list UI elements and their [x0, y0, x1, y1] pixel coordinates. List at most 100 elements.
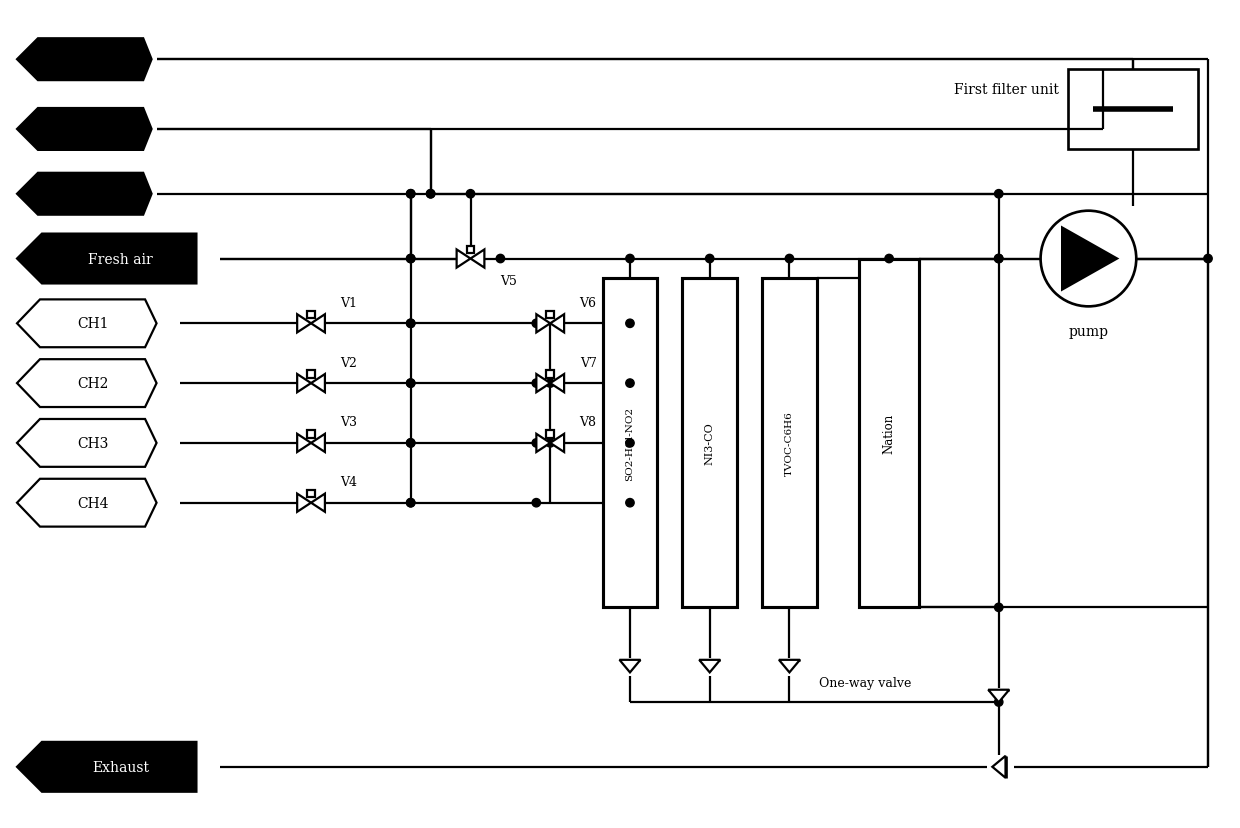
Circle shape	[546, 379, 554, 388]
Polygon shape	[311, 374, 325, 392]
Circle shape	[532, 439, 541, 448]
Circle shape	[407, 190, 415, 199]
Circle shape	[626, 320, 634, 328]
Circle shape	[407, 439, 415, 448]
Polygon shape	[298, 374, 311, 392]
Circle shape	[407, 255, 415, 263]
Polygon shape	[17, 174, 151, 215]
Circle shape	[466, 190, 475, 199]
Polygon shape	[551, 315, 564, 333]
Bar	[547, 371, 554, 378]
Circle shape	[1040, 211, 1136, 307]
Bar	[859, 259, 919, 608]
Polygon shape	[551, 374, 564, 392]
Circle shape	[407, 320, 415, 328]
Text: One-way valve: One-way valve	[820, 676, 911, 689]
Polygon shape	[456, 250, 470, 268]
Polygon shape	[537, 315, 551, 333]
Polygon shape	[17, 479, 156, 527]
Bar	[547, 431, 554, 438]
Polygon shape	[620, 660, 640, 672]
Polygon shape	[17, 359, 156, 407]
Polygon shape	[298, 315, 311, 333]
Text: V7: V7	[579, 356, 596, 369]
Polygon shape	[17, 742, 196, 792]
Circle shape	[407, 499, 415, 508]
Circle shape	[532, 379, 541, 388]
Text: V1: V1	[341, 296, 357, 310]
Polygon shape	[699, 660, 720, 672]
Bar	[682, 279, 737, 608]
Circle shape	[427, 190, 435, 199]
Text: Exhaust: Exhaust	[92, 760, 149, 774]
Text: CH1: CH1	[77, 317, 108, 331]
Polygon shape	[470, 250, 485, 268]
Text: V2: V2	[341, 356, 357, 369]
Bar	[547, 311, 554, 319]
Bar	[1069, 70, 1198, 150]
Polygon shape	[988, 690, 1009, 702]
Bar	[308, 371, 315, 378]
Circle shape	[407, 499, 415, 508]
Polygon shape	[311, 315, 325, 333]
Polygon shape	[1063, 229, 1117, 291]
Polygon shape	[17, 234, 196, 284]
Circle shape	[532, 320, 541, 328]
Text: CH3: CH3	[77, 436, 108, 450]
Bar	[308, 490, 315, 498]
Polygon shape	[17, 109, 151, 151]
Bar	[308, 431, 315, 438]
Circle shape	[626, 439, 634, 448]
Polygon shape	[537, 435, 551, 452]
Text: TVOC-C6H6: TVOC-C6H6	[785, 411, 794, 476]
Text: V3: V3	[341, 416, 357, 429]
Text: CH4: CH4	[77, 496, 108, 510]
Text: NI3-CO: NI3-CO	[704, 422, 714, 465]
Text: V8: V8	[579, 416, 596, 429]
Circle shape	[626, 499, 634, 508]
Polygon shape	[311, 435, 325, 452]
Text: +: +	[1068, 243, 1079, 256]
Polygon shape	[779, 660, 800, 672]
Text: First filter unit: First filter unit	[954, 83, 1059, 97]
Polygon shape	[537, 374, 551, 392]
Circle shape	[706, 255, 714, 263]
Circle shape	[427, 190, 435, 199]
Circle shape	[496, 255, 505, 263]
Text: V5: V5	[500, 275, 517, 287]
Polygon shape	[311, 494, 325, 513]
Text: V6: V6	[579, 296, 596, 310]
Bar	[466, 247, 474, 254]
Circle shape	[407, 320, 415, 328]
Circle shape	[532, 499, 541, 508]
Circle shape	[626, 379, 634, 388]
Circle shape	[994, 255, 1003, 263]
Text: SO2-HCl-NO2: SO2-HCl-NO2	[625, 407, 635, 480]
Bar	[763, 279, 817, 608]
Circle shape	[885, 255, 893, 263]
Polygon shape	[551, 435, 564, 452]
Circle shape	[626, 255, 634, 263]
Polygon shape	[17, 39, 151, 81]
Circle shape	[1204, 255, 1213, 263]
Text: pump: pump	[1069, 325, 1109, 339]
Polygon shape	[298, 494, 311, 513]
Circle shape	[546, 439, 554, 448]
Polygon shape	[17, 300, 156, 348]
Polygon shape	[992, 756, 1006, 777]
Circle shape	[994, 604, 1003, 612]
Polygon shape	[298, 435, 311, 452]
Bar	[603, 279, 657, 608]
Circle shape	[994, 255, 1003, 263]
Circle shape	[785, 255, 794, 263]
Bar	[308, 311, 315, 319]
Circle shape	[994, 190, 1003, 199]
Circle shape	[407, 255, 415, 263]
Text: Fresh air: Fresh air	[88, 253, 153, 266]
Circle shape	[407, 439, 415, 448]
Polygon shape	[17, 420, 156, 467]
Text: Nation: Nation	[883, 413, 895, 454]
Circle shape	[407, 190, 415, 199]
Circle shape	[994, 698, 1003, 706]
Circle shape	[407, 379, 415, 388]
